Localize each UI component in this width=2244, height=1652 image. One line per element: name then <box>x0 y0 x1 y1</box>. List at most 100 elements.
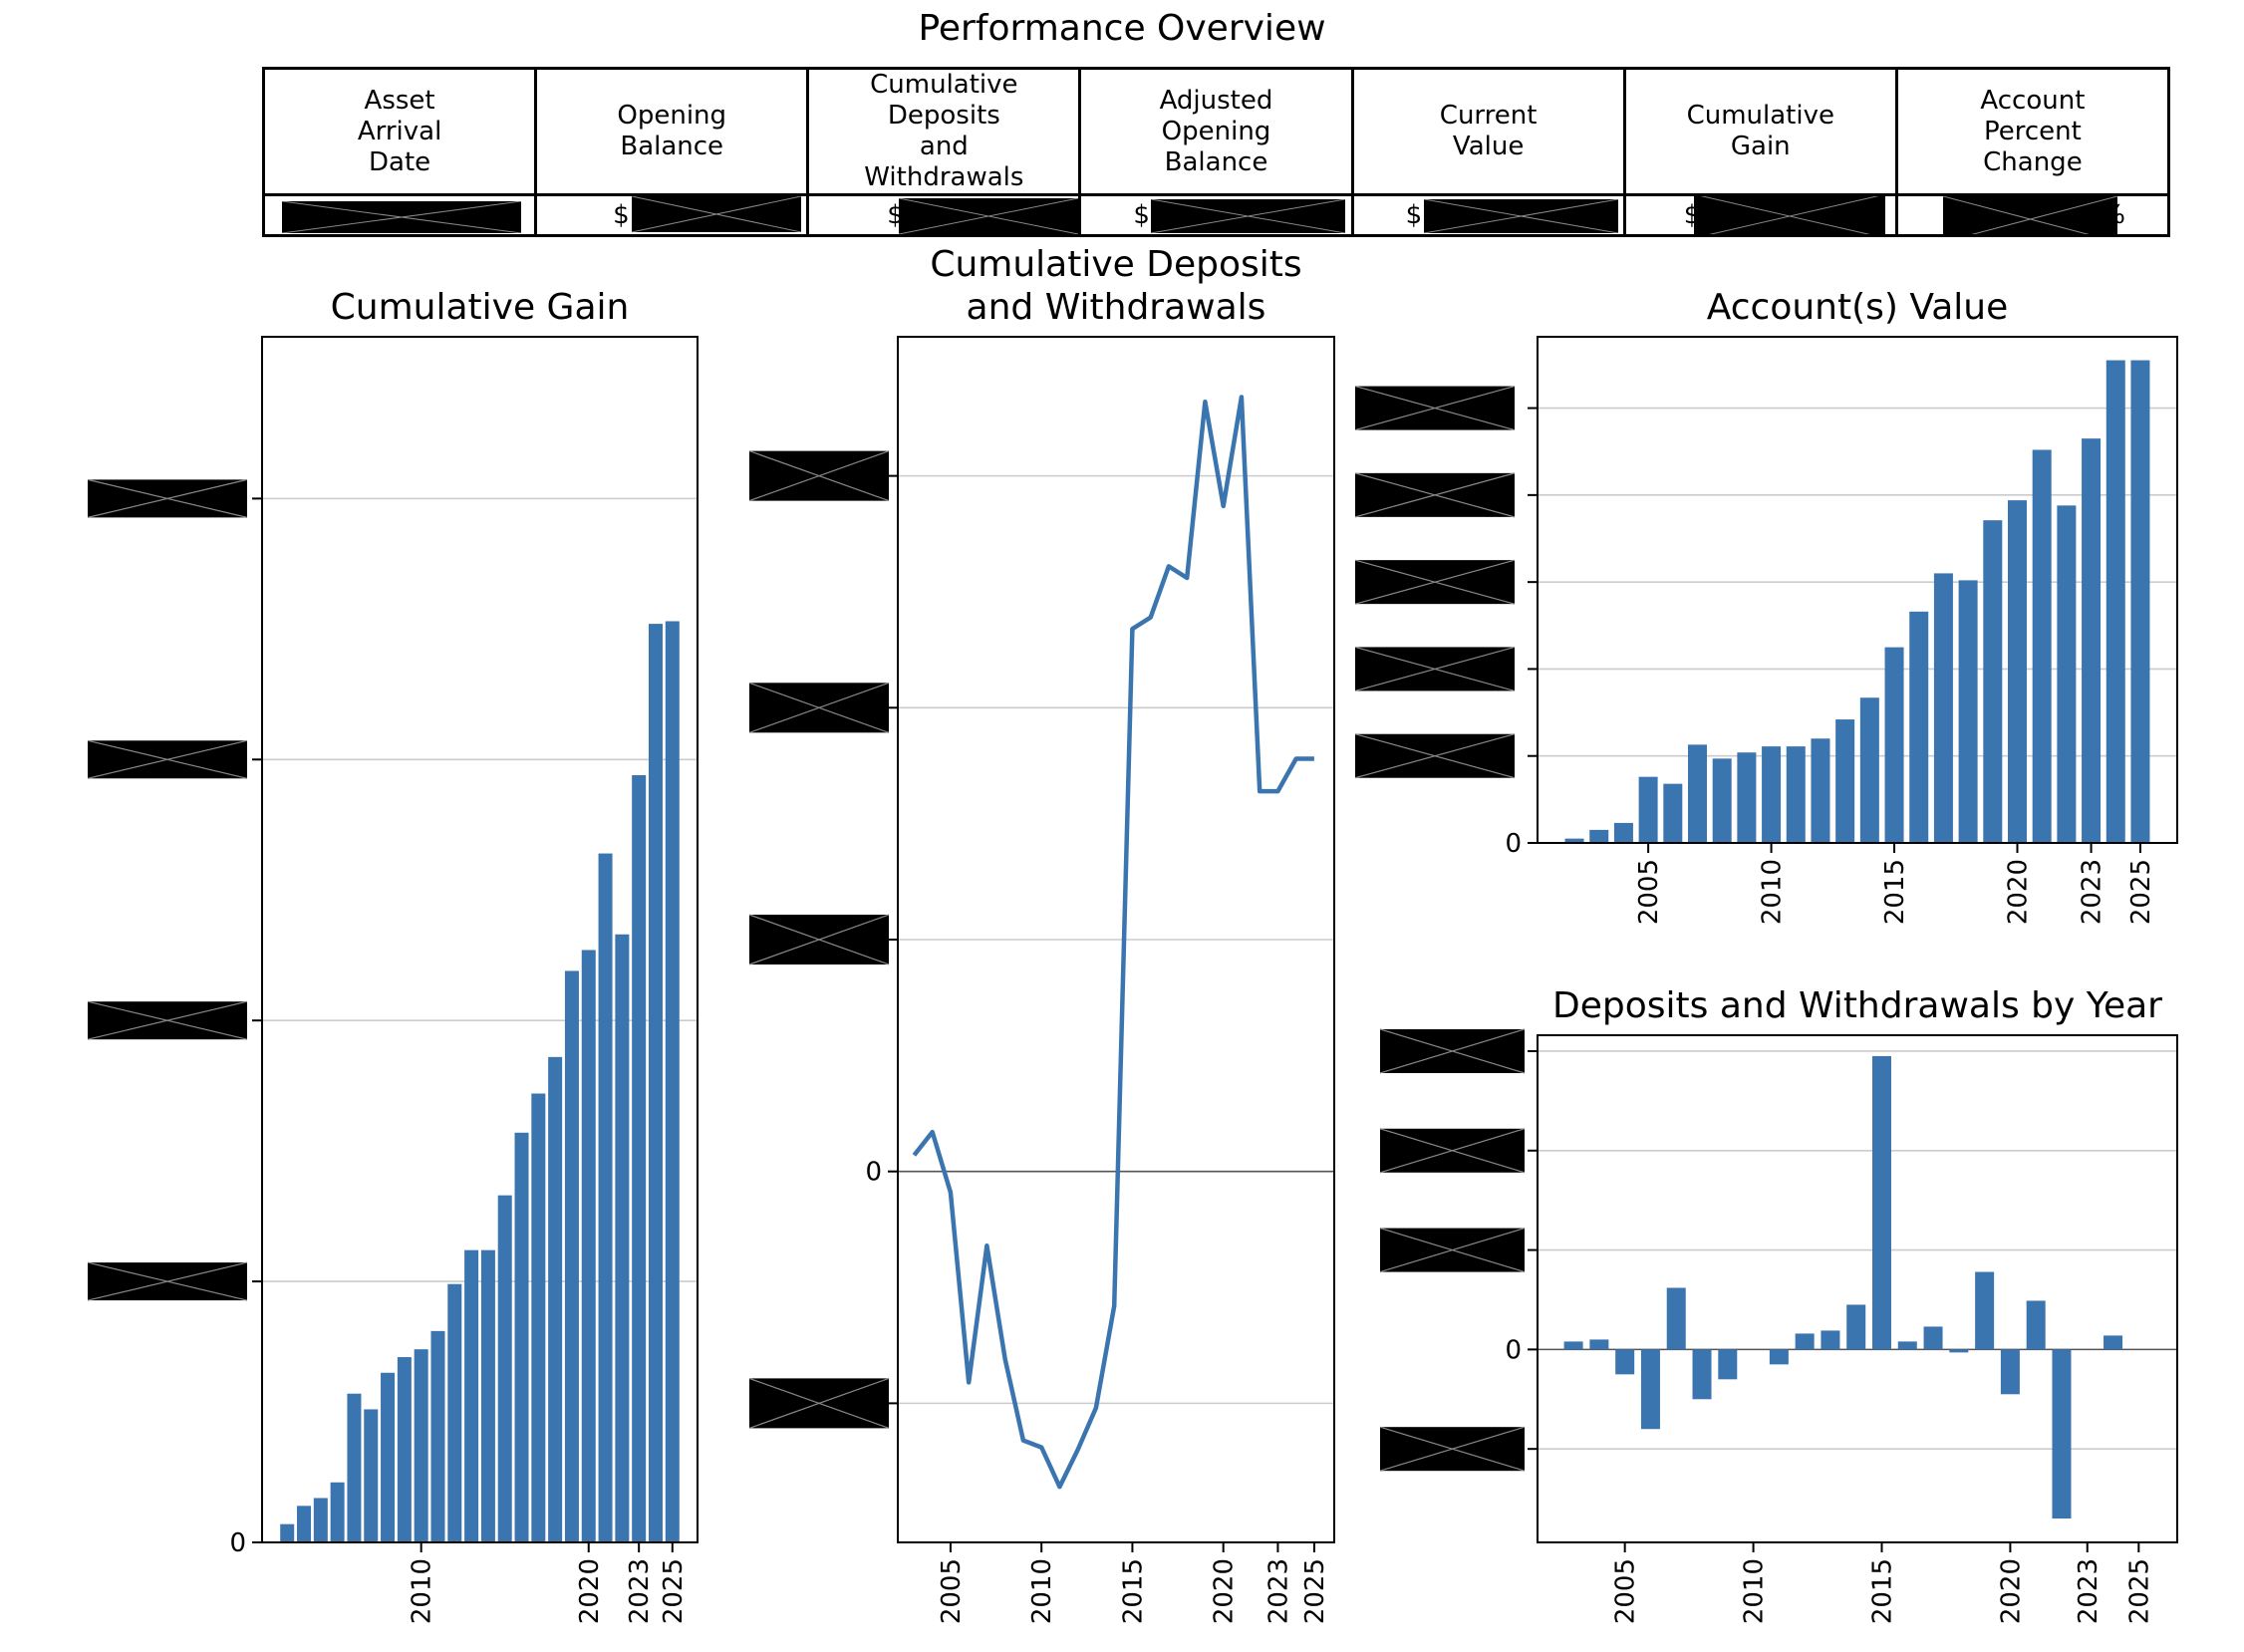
bar <box>1846 1304 1866 1350</box>
x-tick-label: 2015 <box>1880 859 1910 925</box>
x-tick-label: 2020 <box>1210 1558 1240 1624</box>
bar <box>397 1357 412 1542</box>
bar <box>1692 1349 1712 1400</box>
x-tick-label: 2023 <box>625 1558 655 1624</box>
plot-frame <box>261 336 699 1543</box>
bar <box>464 1249 479 1542</box>
bar <box>1821 1330 1840 1350</box>
redacted-tick-label <box>748 450 890 502</box>
bar <box>313 1498 328 1542</box>
redacted-value <box>1693 197 1885 233</box>
x-tick-label: 2023 <box>2074 1558 2104 1624</box>
bar <box>1638 776 1658 843</box>
bar <box>1835 719 1855 843</box>
bar <box>2000 1349 2020 1395</box>
bar <box>381 1372 396 1542</box>
bar <box>564 970 579 1542</box>
y-tick-label: 0 <box>229 1528 246 1558</box>
x-tick-label: 2025 <box>1300 1558 1330 1624</box>
bar <box>347 1393 362 1542</box>
bar <box>414 1349 428 1542</box>
redacted-tick-label <box>87 1261 248 1301</box>
bar <box>2057 505 2077 843</box>
redacted-value <box>1151 199 1346 233</box>
bar <box>2052 1349 2072 1519</box>
bar <box>1718 1349 1738 1380</box>
bar <box>297 1506 312 1542</box>
table-header-cell: Cumulative Gain <box>1622 67 1898 196</box>
bar <box>615 934 630 1542</box>
bar <box>1663 783 1683 843</box>
currency-prefix: $ <box>1133 200 1150 230</box>
bar <box>480 1249 495 1542</box>
table-header-cell: Account Percent Change <box>1894 67 2171 196</box>
bar <box>1564 838 1584 843</box>
bar <box>598 853 613 1542</box>
bar <box>1737 752 1757 843</box>
table-header-cell: Adjusted Opening Balance <box>1078 67 1354 196</box>
chart-title: Cumulative Deposits <box>930 244 1301 285</box>
chart-3: 0 2005 2010 2015 2020 2023 2025 Deposits and Wi… <box>1379 985 2178 1624</box>
chart-0: 0 2010 2020 2023 2025 Cumulative Gain <box>87 287 699 1624</box>
table-header-cell: Asset Arrival Date <box>261 67 538 196</box>
bar <box>1666 1287 1686 1350</box>
performance-overview-table: Asset Arrival Date Opening Balance Cumulati… <box>261 67 2171 237</box>
chart-title: and Withdrawals <box>967 287 1266 328</box>
chart-1: 0 2005 2010 2015 2020 2023 2025 Cumulative Depo… <box>748 244 1335 1624</box>
bar <box>1958 580 1978 843</box>
x-tick-label: 2015 <box>1867 1558 1897 1624</box>
x-tick-label: 2010 <box>1740 1558 1770 1624</box>
bar <box>1811 738 1830 843</box>
x-tick-label: 2005 <box>937 1558 967 1624</box>
bar <box>1909 611 1929 843</box>
x-tick-label: 2020 <box>1996 1558 2026 1624</box>
table-cell: % <box>1894 193 2171 237</box>
redacted-tick-label <box>748 1377 890 1429</box>
redacted-value <box>1942 197 2117 233</box>
bar <box>531 1093 546 1542</box>
bar <box>1640 1349 1660 1430</box>
x-tick-label: 2025 <box>2124 1558 2154 1624</box>
currency-prefix: $ <box>613 200 630 230</box>
bar <box>280 1523 295 1542</box>
redacted-tick-label <box>1379 1228 1526 1273</box>
bar <box>581 950 596 1542</box>
redacted-tick-label <box>1354 559 1516 605</box>
table-cell: $ <box>1078 193 1354 237</box>
table-row: $ $ $ $ $ % <box>261 193 2171 237</box>
bar <box>497 1195 512 1542</box>
bar <box>1712 758 1732 843</box>
plot-frame <box>1537 1034 2178 1543</box>
table-cell: $ <box>534 193 810 237</box>
redacted-tick-label <box>1354 646 1516 692</box>
bar <box>430 1330 445 1542</box>
bar <box>1786 746 1806 843</box>
series-line <box>912 395 1314 1490</box>
bar <box>1589 1339 1609 1350</box>
bar <box>364 1409 379 1542</box>
bar <box>1897 1341 1917 1350</box>
bar <box>1769 1349 1789 1365</box>
redacted-tick-label <box>1354 472 1516 518</box>
x-tick-label: 2015 <box>1118 1558 1148 1624</box>
redacted-value <box>899 198 1077 233</box>
redacted-tick-label <box>1354 733 1516 779</box>
bar <box>2105 360 2125 843</box>
bar <box>330 1482 345 1542</box>
page-title: Performance Overview <box>918 8 1326 49</box>
bar <box>1884 647 1904 843</box>
table-header-row: Asset Arrival Date Opening Balance Cumulati… <box>261 67 2171 196</box>
y-tick-label: 0 <box>865 1158 882 1188</box>
plot-frame <box>1537 336 2178 844</box>
bar <box>1871 1055 1891 1350</box>
table-header-cell: Current Value <box>1350 67 1626 196</box>
redacted-tick-label <box>1354 385 1516 431</box>
bar <box>2008 500 2027 843</box>
redacted-tick-label <box>748 914 890 965</box>
bar <box>1615 1349 1635 1375</box>
x-tick-label: 2023 <box>2078 859 2107 925</box>
bar <box>2032 449 2052 843</box>
redacted-tick-label <box>87 478 248 518</box>
bar <box>1933 573 1953 843</box>
bar <box>2026 1300 2046 1350</box>
